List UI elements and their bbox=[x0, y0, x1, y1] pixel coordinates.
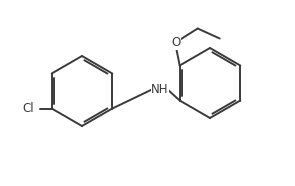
Text: Cl: Cl bbox=[22, 102, 34, 115]
Text: NH: NH bbox=[151, 83, 169, 95]
Text: O: O bbox=[171, 36, 180, 49]
